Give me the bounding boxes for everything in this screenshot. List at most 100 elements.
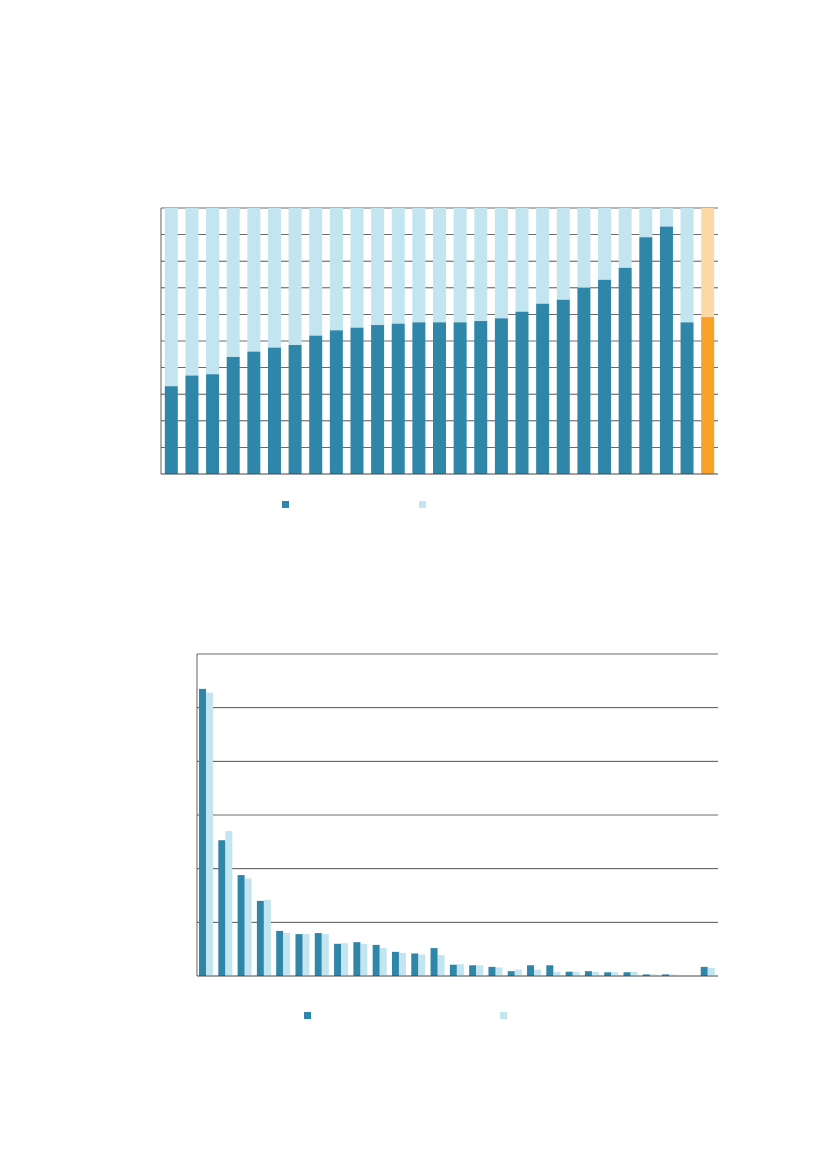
- chart-1-bar-segment-secondary: [309, 208, 323, 336]
- chart-1-bar-segment-primary: [309, 335, 323, 474]
- chart-1-bar-segment-secondary: [350, 208, 364, 328]
- chart-1-bar-segment-secondary: [598, 208, 612, 280]
- chart-2-bar-secondary: [514, 969, 522, 976]
- chart-1-bar-segment-secondary: [556, 208, 570, 300]
- chart-1-bar-segment-secondary: [391, 208, 405, 324]
- chart-1-bar-segment-primary: [639, 237, 653, 474]
- chart-2-bar-primary: [353, 942, 361, 976]
- chart-2-bar-secondary: [630, 971, 638, 976]
- chart-1-bar-segment-secondary: [433, 208, 446, 323]
- chart-2-bar-primary: [700, 966, 708, 976]
- chart-1-bar-segment-secondary: [267, 208, 281, 348]
- chart-1-bar-segment-secondary: [226, 208, 240, 357]
- chart-2-bar-primary: [623, 972, 631, 976]
- chart-1-bar-segment-primary: [680, 322, 694, 474]
- chart-1-bar-segment-primary: [659, 226, 673, 474]
- chart-2-bar-primary: [449, 964, 457, 976]
- chart-1-bar-segment-primary: [598, 279, 612, 474]
- chart-1-bar-segment-primary: [433, 322, 446, 474]
- chart-2-bar-primary: [276, 930, 284, 976]
- chart-1-bar-segment-primary: [556, 299, 570, 474]
- chart-1-bar-segment-primary: [247, 351, 261, 474]
- chart-1-bar-segment-secondary: [412, 208, 426, 323]
- chart-2-bar-secondary: [321, 934, 329, 976]
- chart-1-bar-segment-secondary: [453, 208, 467, 323]
- chart-2-bar-primary: [334, 943, 342, 976]
- chart-2-bar-primary: [469, 965, 477, 976]
- chart-1-bar-segment-primary: [536, 303, 550, 474]
- chart-1-bar-segment-secondary: [639, 208, 653, 238]
- chart-2-bar-primary: [565, 971, 573, 976]
- chart-1-bar-segment-primary: [164, 386, 178, 474]
- chart-2-bar-secondary: [341, 943, 349, 976]
- chart-2-bar-primary: [199, 688, 206, 976]
- chart-2-bar-secondary: [244, 878, 252, 976]
- chart-2-bar-secondary: [437, 955, 445, 976]
- chart-2-bar-secondary: [534, 969, 542, 976]
- chart-1-bar-segment-primary: [474, 321, 488, 474]
- chart-1-legend: [282, 501, 426, 508]
- chart-2-bar-secondary: [476, 965, 484, 976]
- chart-2-bar-secondary: [495, 967, 503, 976]
- chart-1-bar-segment-primary: [350, 327, 364, 474]
- chart-2-bar-secondary: [611, 972, 619, 976]
- chart-1-stacked-bars: [160, 207, 718, 508]
- chart-1-legend-swatch-primary: [282, 501, 289, 508]
- chart-1-bar-segment-secondary: [474, 208, 488, 322]
- chart-2-legend: [304, 1012, 507, 1019]
- chart-2-bar-secondary: [707, 967, 715, 976]
- chart-2-bar-secondary: [398, 952, 406, 976]
- chart-1-bar-segment-primary: [329, 330, 343, 474]
- chart-2-bar-secondary: [572, 971, 580, 976]
- chart-1-bar-segment-secondary: [329, 208, 343, 331]
- chart-2-bar-primary: [411, 953, 419, 976]
- chart-2-bar-primary: [372, 944, 380, 976]
- chart-2-bar-primary: [237, 875, 245, 976]
- chart-2-bar-secondary: [206, 692, 213, 976]
- chart-2-bar-primary: [488, 966, 496, 976]
- chart-2-bar-secondary: [263, 899, 271, 976]
- chart-2-bar-primary: [218, 840, 226, 976]
- chart-1-bar-segment-secondary: [701, 208, 715, 318]
- chart-1-bar-segment-primary: [494, 318, 508, 474]
- chart-1-bar-segment-primary: [371, 325, 385, 474]
- chart-2-bar-primary: [584, 971, 592, 976]
- chart-1-bar-segment-primary: [412, 322, 426, 474]
- chart-1-bar-segment-secondary: [680, 208, 694, 323]
- chart-2-bar-secondary: [649, 974, 657, 976]
- chart-2-bar-primary: [507, 971, 515, 976]
- chart-1-bar-segment-secondary: [288, 208, 302, 345]
- chart-2-grouped-bars: [196, 653, 718, 1019]
- chart-2-bar-primary: [430, 948, 438, 976]
- chart-1-bar-segment-primary: [577, 287, 591, 474]
- chart-2-bar-secondary: [302, 934, 310, 976]
- chart-1-bar-segment-primary: [267, 347, 281, 474]
- chart-2-bar-secondary: [553, 971, 561, 976]
- chart-2-bar-primary: [546, 965, 554, 976]
- chart-2-bar-primary: [662, 974, 670, 976]
- chart-1-bar-segment-secondary: [577, 208, 591, 288]
- chart-2-legend-swatch-secondary: [500, 1012, 507, 1019]
- chart-1-bar-segment-secondary: [185, 208, 199, 376]
- chart-1-bar-segment-primary: [515, 311, 529, 474]
- chart-1-bar-segment-secondary: [247, 208, 261, 352]
- chart-1-bar-segment-secondary: [515, 208, 529, 312]
- chart-1-bar-segment-secondary: [536, 208, 550, 304]
- chart-1-bar-segment-primary: [391, 323, 405, 474]
- chart-2-bar-secondary: [360, 943, 368, 976]
- chart-2-bar-primary: [642, 974, 650, 976]
- chart-1-legend-swatch-secondary: [419, 501, 426, 508]
- chart-2-bar-primary: [295, 934, 303, 976]
- chart-1-bar-segment-primary: [701, 317, 715, 474]
- chart-2-bar-secondary: [225, 831, 233, 976]
- chart-1-bar-segment-secondary: [371, 208, 385, 326]
- chart-2-bar-secondary: [591, 971, 599, 976]
- chart-2-bar-secondary: [283, 933, 291, 976]
- chart-2-bar-primary: [527, 965, 535, 976]
- chart-2-bar-secondary: [669, 974, 677, 976]
- chart-2-bar-primary: [391, 951, 399, 976]
- chart-1-bar-segment-primary: [288, 344, 302, 474]
- chart-1-bar-segment-secondary: [494, 208, 508, 319]
- chart-2-bar-secondary: [418, 954, 426, 976]
